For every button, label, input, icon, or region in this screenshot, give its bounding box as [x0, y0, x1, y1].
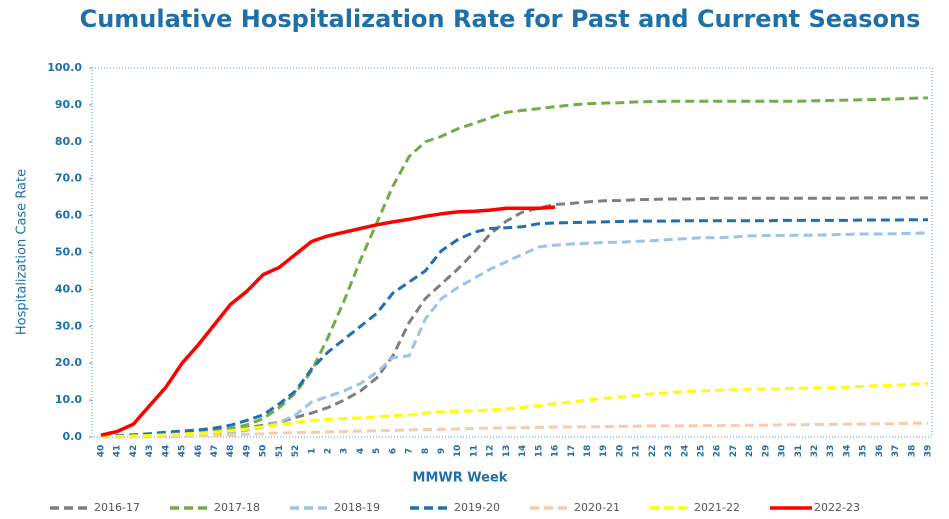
x-tick-label: 5	[372, 448, 382, 454]
x-tick-label: 33	[826, 445, 836, 458]
x-tick-label: 43	[145, 445, 155, 458]
x-tick-label: 41	[113, 445, 123, 458]
legend-label: 2016-17	[94, 501, 140, 514]
x-axis-label: MMWR Week	[413, 471, 508, 486]
x-tick-label: 52	[291, 445, 301, 458]
y-tick-label: 60.0	[55, 209, 82, 222]
x-tick-label: 27	[729, 445, 739, 458]
y-axis-label: Hospitalization Case Rate	[15, 169, 30, 335]
x-tick-label: 10	[453, 445, 463, 458]
x-tick-label: 29	[761, 445, 771, 458]
legend-label: 2021-22	[694, 501, 740, 514]
x-tick-label: 20	[615, 445, 625, 458]
x-tick-label: 11	[469, 445, 479, 458]
x-tick-label: 46	[194, 445, 204, 458]
series-line	[100, 205, 556, 437]
y-tick-label: 40.0	[55, 282, 82, 295]
x-tick-label: 16	[551, 445, 561, 458]
x-tick-label: 42	[129, 445, 139, 458]
x-tick-label: 31	[794, 445, 804, 458]
x-tick-label: 28	[745, 445, 755, 458]
x-tick-label: 44	[161, 445, 171, 458]
x-tick-label: 17	[567, 445, 577, 458]
x-tick-label: 12	[486, 445, 496, 458]
series-line	[100, 96, 929, 439]
y-tick-label: 10.0	[55, 393, 82, 406]
x-tick-label: 14	[518, 445, 528, 458]
x-tick-label: 40	[97, 445, 107, 458]
x-tick-label: 24	[680, 445, 690, 458]
x-tick-label: 13	[502, 445, 512, 458]
y-tick-label: 100.0	[47, 61, 82, 74]
x-tick-label: 7	[405, 448, 415, 454]
legend-label: 2017-18	[214, 501, 260, 514]
chart-title: Cumulative Hospitalization Rate for Past…	[80, 5, 921, 33]
x-tick-label: 15	[534, 445, 544, 458]
y-tick-label: 0.0	[63, 430, 83, 443]
x-tick-label: 23	[664, 445, 674, 458]
x-tick-label: 35	[859, 445, 869, 458]
x-tick-label: 2	[324, 448, 334, 454]
x-tick-label: 25	[696, 445, 706, 458]
x-tick-label: 36	[875, 445, 885, 458]
series-line	[101, 421, 928, 439]
series-line	[100, 218, 928, 438]
x-tick-label: 47	[210, 445, 220, 458]
x-tick-label: 39	[924, 445, 934, 458]
y-tick-label: 50.0	[55, 246, 82, 259]
x-tick-label: 3	[340, 448, 350, 454]
legend-label: 2018-19	[334, 501, 380, 514]
x-tick-label: 9	[437, 448, 447, 454]
legend-label: 2020-21	[574, 501, 620, 514]
x-tick-label: 6	[388, 448, 398, 454]
x-tick-label: 32	[810, 445, 820, 458]
x-tick-label: 22	[648, 445, 658, 458]
x-tick-label: 48	[226, 445, 236, 458]
y-tick-label: 70.0	[55, 172, 82, 185]
plot-area	[91, 67, 933, 438]
x-tick-label: 49	[242, 445, 252, 458]
x-tick-label: 38	[907, 445, 917, 458]
x-tick-label: 51	[275, 445, 285, 458]
series-line	[100, 381, 929, 439]
x-tick-label: 50	[259, 445, 269, 458]
x-tick-label: 34	[842, 445, 852, 458]
x-tick-label: 37	[891, 445, 901, 458]
y-tick-label: 20.0	[55, 356, 82, 369]
x-tick-label: 30	[778, 445, 788, 458]
x-tick-label: 26	[713, 445, 723, 458]
legend-label: 2022-23	[814, 501, 860, 514]
x-tick-label: 18	[583, 445, 593, 458]
x-tick-label: 21	[632, 445, 642, 458]
x-tick-label: 19	[599, 445, 609, 458]
x-tick-label: 1	[307, 448, 317, 454]
x-tick-label: 45	[178, 445, 188, 458]
x-tick-label: 4	[356, 448, 366, 454]
y-tick-label: 90.0	[55, 98, 82, 111]
y-tick-label: 30.0	[55, 319, 82, 332]
y-tick-label: 80.0	[55, 135, 82, 148]
x-tick-label: 8	[421, 448, 431, 454]
series-line	[100, 231, 929, 439]
legend-label: 2019-20	[454, 501, 500, 514]
